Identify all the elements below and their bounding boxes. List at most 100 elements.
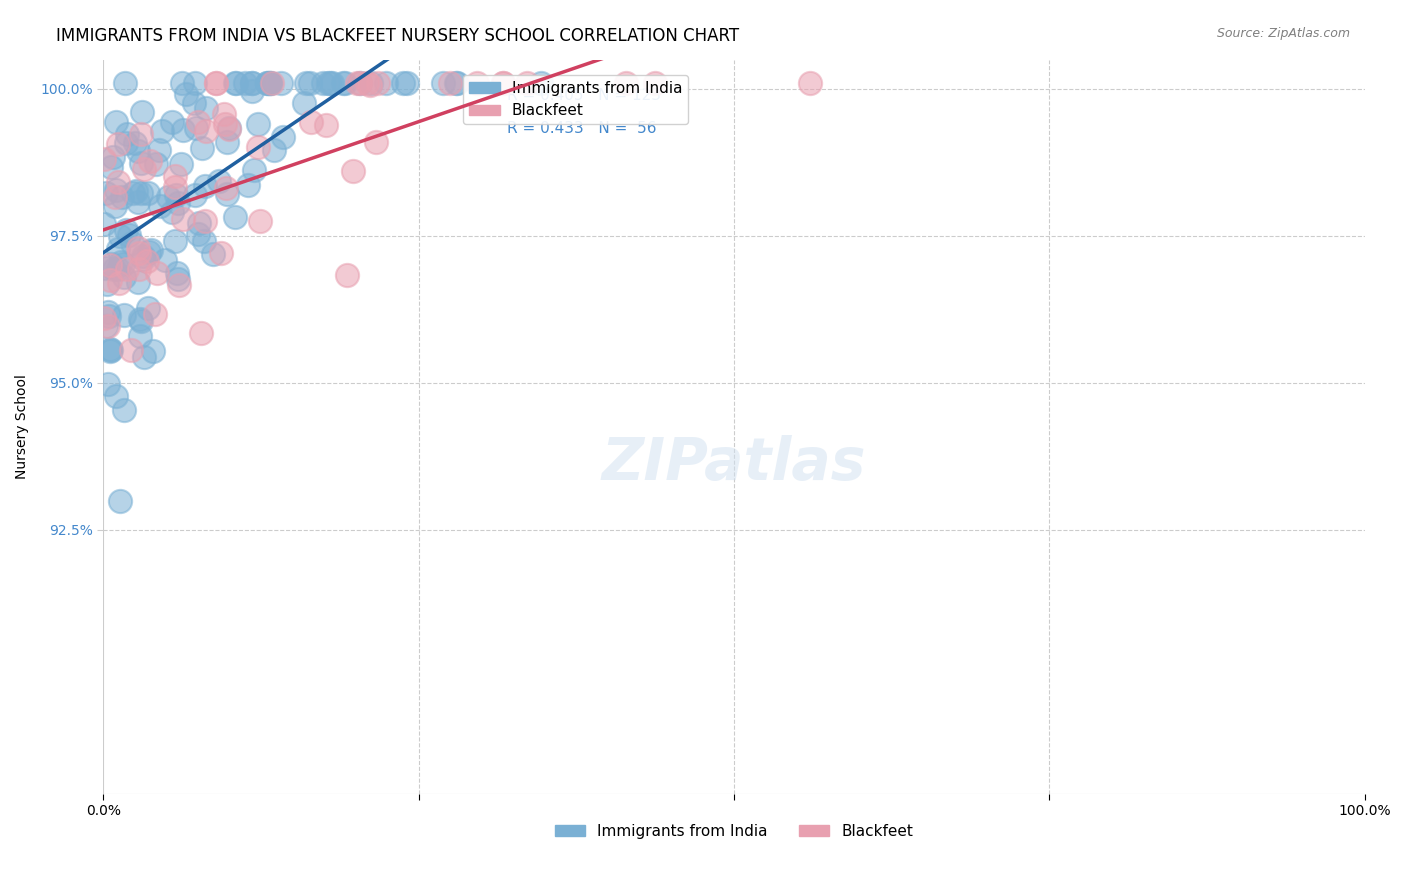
Immigrants from India bbox=[263, 144, 285, 158]
Immigrants from India bbox=[240, 84, 263, 98]
Immigrants from India bbox=[360, 76, 382, 90]
Immigrants from India bbox=[292, 96, 315, 111]
Immigrants from India bbox=[247, 117, 270, 131]
Blackfeet bbox=[132, 161, 155, 176]
Immigrants from India bbox=[98, 342, 121, 356]
Immigrants from India bbox=[218, 120, 240, 135]
Blackfeet bbox=[107, 276, 129, 290]
Blackfeet bbox=[492, 76, 515, 90]
Immigrants from India bbox=[375, 76, 398, 90]
Immigrants from India bbox=[166, 266, 188, 280]
Immigrants from India bbox=[153, 252, 176, 267]
Immigrants from India bbox=[112, 403, 135, 417]
Blackfeet bbox=[249, 213, 271, 227]
Immigrants from India bbox=[100, 257, 122, 271]
Immigrants from India bbox=[111, 189, 134, 203]
Blackfeet bbox=[145, 266, 167, 280]
Immigrants from India bbox=[112, 269, 135, 284]
Immigrants from India bbox=[256, 76, 278, 90]
Text: R = 0.405   N = 123: R = 0.405 N = 123 bbox=[506, 88, 661, 103]
Blackfeet bbox=[107, 175, 129, 189]
Immigrants from India bbox=[96, 186, 118, 200]
Immigrants from India bbox=[240, 76, 263, 90]
Immigrants from India bbox=[114, 136, 136, 151]
Blackfeet bbox=[104, 190, 127, 204]
Y-axis label: Nursery School: Nursery School bbox=[15, 375, 30, 479]
Blackfeet bbox=[299, 115, 322, 129]
Immigrants from India bbox=[217, 135, 239, 149]
Blackfeet bbox=[315, 118, 337, 132]
Immigrants from India bbox=[259, 76, 281, 90]
Immigrants from India bbox=[236, 178, 259, 193]
Immigrants from India bbox=[444, 76, 467, 90]
Immigrants from India bbox=[136, 186, 159, 201]
Immigrants from India bbox=[118, 227, 141, 242]
Immigrants from India bbox=[150, 124, 173, 138]
Immigrants from India bbox=[115, 127, 138, 141]
Blackfeet bbox=[359, 78, 381, 93]
Blackfeet bbox=[204, 76, 226, 90]
Immigrants from India bbox=[273, 129, 295, 144]
Blackfeet bbox=[204, 76, 226, 90]
Immigrants from India bbox=[132, 252, 155, 266]
Blackfeet bbox=[138, 153, 160, 168]
Immigrants from India bbox=[160, 204, 183, 219]
Blackfeet bbox=[465, 76, 488, 90]
Immigrants from India bbox=[190, 141, 212, 155]
Immigrants from India bbox=[259, 76, 281, 90]
Immigrants from India bbox=[242, 76, 264, 90]
Immigrants from India bbox=[112, 258, 135, 272]
Immigrants from India bbox=[446, 76, 468, 90]
Immigrants from India bbox=[194, 179, 217, 194]
Blackfeet bbox=[195, 124, 218, 138]
Immigrants from India bbox=[187, 227, 209, 242]
Immigrants from India bbox=[242, 163, 264, 178]
Blackfeet bbox=[193, 214, 215, 228]
Blackfeet bbox=[516, 76, 538, 90]
Immigrants from India bbox=[105, 114, 128, 128]
Blackfeet bbox=[364, 136, 387, 150]
Blackfeet bbox=[163, 169, 186, 184]
Immigrants from India bbox=[127, 144, 149, 158]
Immigrants from India bbox=[172, 123, 194, 137]
Immigrants from India bbox=[132, 248, 155, 262]
Immigrants from India bbox=[160, 115, 183, 129]
Immigrants from India bbox=[124, 136, 146, 150]
Legend: Immigrants from India, Blackfeet: Immigrants from India, Blackfeet bbox=[548, 818, 920, 845]
Blackfeet bbox=[128, 262, 150, 277]
Immigrants from India bbox=[98, 310, 121, 324]
Blackfeet bbox=[346, 76, 368, 90]
Immigrants from India bbox=[156, 190, 179, 204]
Immigrants from India bbox=[139, 243, 162, 257]
Immigrants from India bbox=[114, 76, 136, 90]
Immigrants from India bbox=[127, 194, 149, 209]
Immigrants from India bbox=[128, 312, 150, 326]
Blackfeet bbox=[799, 76, 821, 90]
Immigrants from India bbox=[299, 76, 322, 90]
Immigrants from India bbox=[224, 210, 246, 224]
Blackfeet bbox=[356, 76, 378, 90]
Immigrants from India bbox=[208, 174, 231, 188]
Blackfeet bbox=[214, 117, 236, 131]
Blackfeet bbox=[342, 163, 364, 178]
Blackfeet bbox=[136, 254, 159, 268]
Immigrants from India bbox=[187, 215, 209, 229]
Immigrants from India bbox=[176, 87, 198, 102]
Blackfeet bbox=[115, 261, 138, 276]
Immigrants from India bbox=[121, 236, 143, 251]
Immigrants from India bbox=[321, 76, 343, 90]
Blackfeet bbox=[492, 76, 515, 90]
Immigrants from India bbox=[349, 76, 371, 90]
Blackfeet bbox=[260, 76, 283, 90]
Immigrants from India bbox=[312, 76, 335, 90]
Blackfeet bbox=[439, 76, 461, 90]
Immigrants from India bbox=[335, 76, 357, 90]
Blackfeet bbox=[93, 152, 115, 166]
Immigrants from India bbox=[136, 301, 159, 315]
Immigrants from India bbox=[184, 76, 207, 90]
Immigrants from India bbox=[316, 76, 339, 90]
Blackfeet bbox=[107, 136, 129, 151]
Blackfeet bbox=[367, 76, 389, 90]
Immigrants from India bbox=[215, 186, 238, 201]
Immigrants from India bbox=[395, 76, 418, 90]
